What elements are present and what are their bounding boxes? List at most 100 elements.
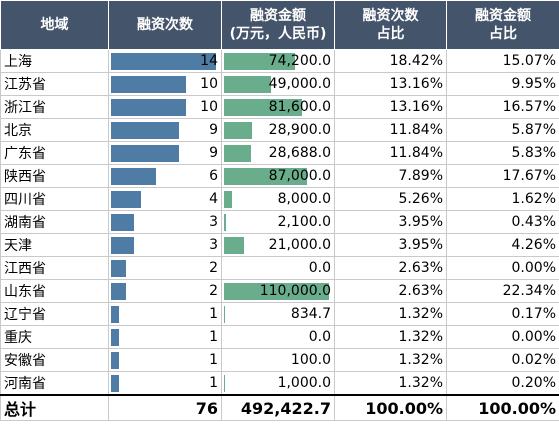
count-cell: 2	[108, 279, 222, 303]
count-data-bar	[111, 168, 156, 185]
count-data-bar	[111, 214, 134, 231]
table-row: 安徽省 1 100.0 1.32% 0.02%	[0, 348, 559, 372]
count-value: 1	[209, 375, 218, 391]
amount-cell: 110,000.0	[221, 279, 335, 303]
header-amount-line2: (万元，人民币)	[229, 26, 327, 42]
count-value: 14	[200, 53, 218, 69]
amount-share-cell: 0.00%	[446, 256, 559, 280]
table-row: 上海 14 74,200.0 18.42% 15.07%	[0, 49, 559, 73]
region-cell: 广东省	[0, 141, 109, 165]
amount-data-bar	[224, 168, 307, 185]
count-value: 9	[209, 145, 218, 161]
table-row: 辽宁省 1 834.7 1.32% 0.17%	[0, 302, 559, 326]
count-value: 1	[209, 329, 218, 345]
count-data-bar	[111, 145, 179, 162]
count-value: 6	[209, 168, 218, 184]
table-body: 上海 14 74,200.0 18.42% 15.07% 江苏省 10 49,000.0 13.…	[0, 49, 559, 396]
total-count: 76	[108, 394, 222, 421]
count-data-bar	[111, 53, 216, 70]
count-share-cell: 2.63%	[334, 279, 447, 303]
header-row: 地域 融资次数 融资金额 (万元，人民币) 融资次数 占比 融资金额 占比	[0, 0, 559, 50]
amount-cell: 8,000.0	[221, 187, 335, 211]
amount-share-cell: 0.00%	[446, 325, 559, 349]
amount-cell: 2,100.0	[221, 210, 335, 234]
region-cell: 江苏省	[0, 72, 109, 96]
count-share-cell: 7.89%	[334, 164, 447, 188]
amount-value: 1,000.0	[277, 375, 331, 391]
region-cell: 安徽省	[0, 348, 109, 372]
amount-share-cell: 5.87%	[446, 118, 559, 142]
table-row: 重庆 1 0.0 1.32% 0.00%	[0, 325, 559, 349]
amount-cell: 0.0	[221, 325, 335, 349]
amount-value: 28,900.0	[268, 122, 331, 138]
amount-value: 87,000.0	[268, 168, 331, 184]
amount-value: 0.0	[308, 329, 331, 345]
financing-by-region-table: 地域 融资次数 融资金额 (万元，人民币) 融资次数 占比 融资金额 占比 上海…	[0, 0, 559, 421]
amount-share-cell: 4.26%	[446, 233, 559, 257]
count-share-cell: 1.32%	[334, 325, 447, 349]
amount-value: 8,000.0	[277, 191, 331, 207]
amount-cell: 28,900.0	[221, 118, 335, 142]
count-data-bar	[111, 191, 141, 208]
count-data-bar	[111, 283, 126, 300]
amount-value: 110,000.0	[259, 283, 331, 299]
count-share-cell: 18.42%	[334, 49, 447, 73]
region-cell: 辽宁省	[0, 302, 109, 326]
region-cell: 山东省	[0, 279, 109, 303]
count-value: 3	[209, 214, 218, 230]
count-cell: 9	[108, 118, 222, 142]
count-share-cell: 1.32%	[334, 371, 447, 396]
count-cell: 6	[108, 164, 222, 188]
total-count-share: 100.00%	[334, 394, 447, 421]
amount-share-cell: 17.67%	[446, 164, 559, 188]
amount-data-bar	[224, 145, 251, 162]
amount-share-cell: 5.83%	[446, 141, 559, 165]
table-row: 浙江省 10 81,600.0 13.16% 16.57%	[0, 95, 559, 119]
region-cell: 上海	[0, 49, 109, 73]
amount-data-bar	[224, 214, 226, 231]
count-value: 10	[200, 99, 218, 115]
count-share-cell: 3.95%	[334, 233, 447, 257]
table-row: 天津 3 21,000.0 3.95% 4.26%	[0, 233, 559, 257]
count-cell: 9	[108, 141, 222, 165]
amount-data-bar	[224, 53, 295, 70]
amount-data-bar	[224, 191, 232, 208]
count-share-cell: 11.84%	[334, 141, 447, 165]
count-data-bar	[111, 306, 119, 323]
header-amount: 融资金额 (万元，人民币)	[221, 0, 335, 50]
header-amount-line1: 融资金额	[250, 8, 306, 24]
count-share-cell: 1.32%	[334, 302, 447, 326]
amount-value: 49,000.0	[268, 76, 331, 92]
count-cell: 1	[108, 302, 222, 326]
count-cell: 1	[108, 371, 222, 396]
count-value: 1	[209, 306, 218, 322]
count-cell: 2	[108, 256, 222, 280]
count-share-cell: 13.16%	[334, 95, 447, 119]
amount-cell: 1,000.0	[221, 371, 335, 396]
amount-value: 834.7	[290, 306, 331, 322]
amount-cell: 74,200.0	[221, 49, 335, 73]
count-value: 4	[209, 191, 218, 207]
count-cell: 14	[108, 49, 222, 73]
region-cell: 北京	[0, 118, 109, 142]
amount-share-cell: 0.17%	[446, 302, 559, 326]
count-share-cell: 1.32%	[334, 348, 447, 372]
amount-data-bar	[224, 122, 252, 139]
region-cell: 重庆	[0, 325, 109, 349]
amount-data-bar	[224, 306, 225, 323]
count-data-bar	[111, 122, 179, 139]
count-data-bar	[111, 237, 134, 254]
amount-share-cell: 0.02%	[446, 348, 559, 372]
count-value: 9	[209, 122, 218, 138]
amount-data-bar	[224, 375, 225, 392]
count-value: 3	[209, 237, 218, 253]
header-region: 地域	[0, 0, 109, 50]
amount-value: 2,100.0	[277, 214, 331, 230]
count-value: 1	[209, 352, 218, 368]
table-row: 广东省 9 28,688.0 11.84% 5.83%	[0, 141, 559, 165]
region-cell: 四川省	[0, 187, 109, 211]
table-row: 陕西省 6 87,000.0 7.89% 17.67%	[0, 164, 559, 188]
amount-share-cell: 1.62%	[446, 187, 559, 211]
region-cell: 天津	[0, 233, 109, 257]
table-row: 四川省 4 8,000.0 5.26% 1.62%	[0, 187, 559, 211]
